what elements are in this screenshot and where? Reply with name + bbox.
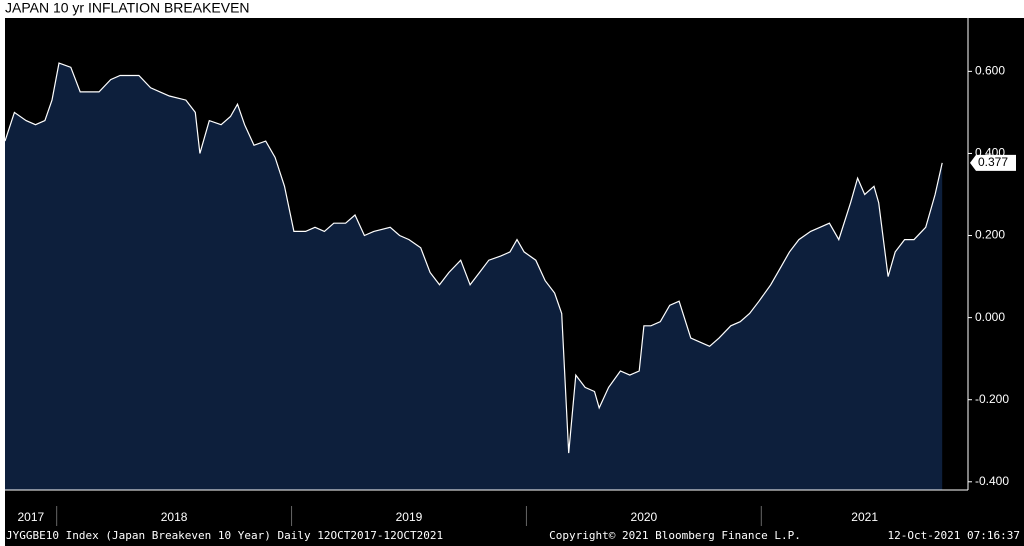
x-tick-label: 2018: [161, 510, 188, 524]
y-tick-label: 0.600: [975, 64, 1005, 78]
last-value-box: [970, 154, 1016, 171]
line: [4, 62, 943, 454]
x-tick-label: 2017: [17, 510, 44, 524]
footer-center: Copyright© 2021 Bloomberg Finance L.P.: [549, 529, 801, 542]
area: [5, 63, 943, 490]
chart-title: JAPAN 10 yr INFLATION BREAKEVEN: [5, 0, 250, 16]
footer-left: JYGGBE10 Index (Japan Breakeven 10 Year)…: [6, 529, 443, 542]
y-tick-label: -0.200: [975, 392, 1009, 406]
last-value-label: 0.377: [978, 155, 1008, 169]
y-tick-label: 0.200: [975, 228, 1005, 242]
y-tick-label: -0.400: [975, 474, 1009, 488]
footer-right: 12-Oct-2021 07:16:37: [888, 529, 1020, 542]
x-tick-label: 2019: [396, 510, 423, 524]
x-tick-label: 2020: [631, 510, 658, 524]
x-tick-label: 2021: [851, 510, 878, 524]
y-tick-label: 0.000: [975, 310, 1005, 324]
